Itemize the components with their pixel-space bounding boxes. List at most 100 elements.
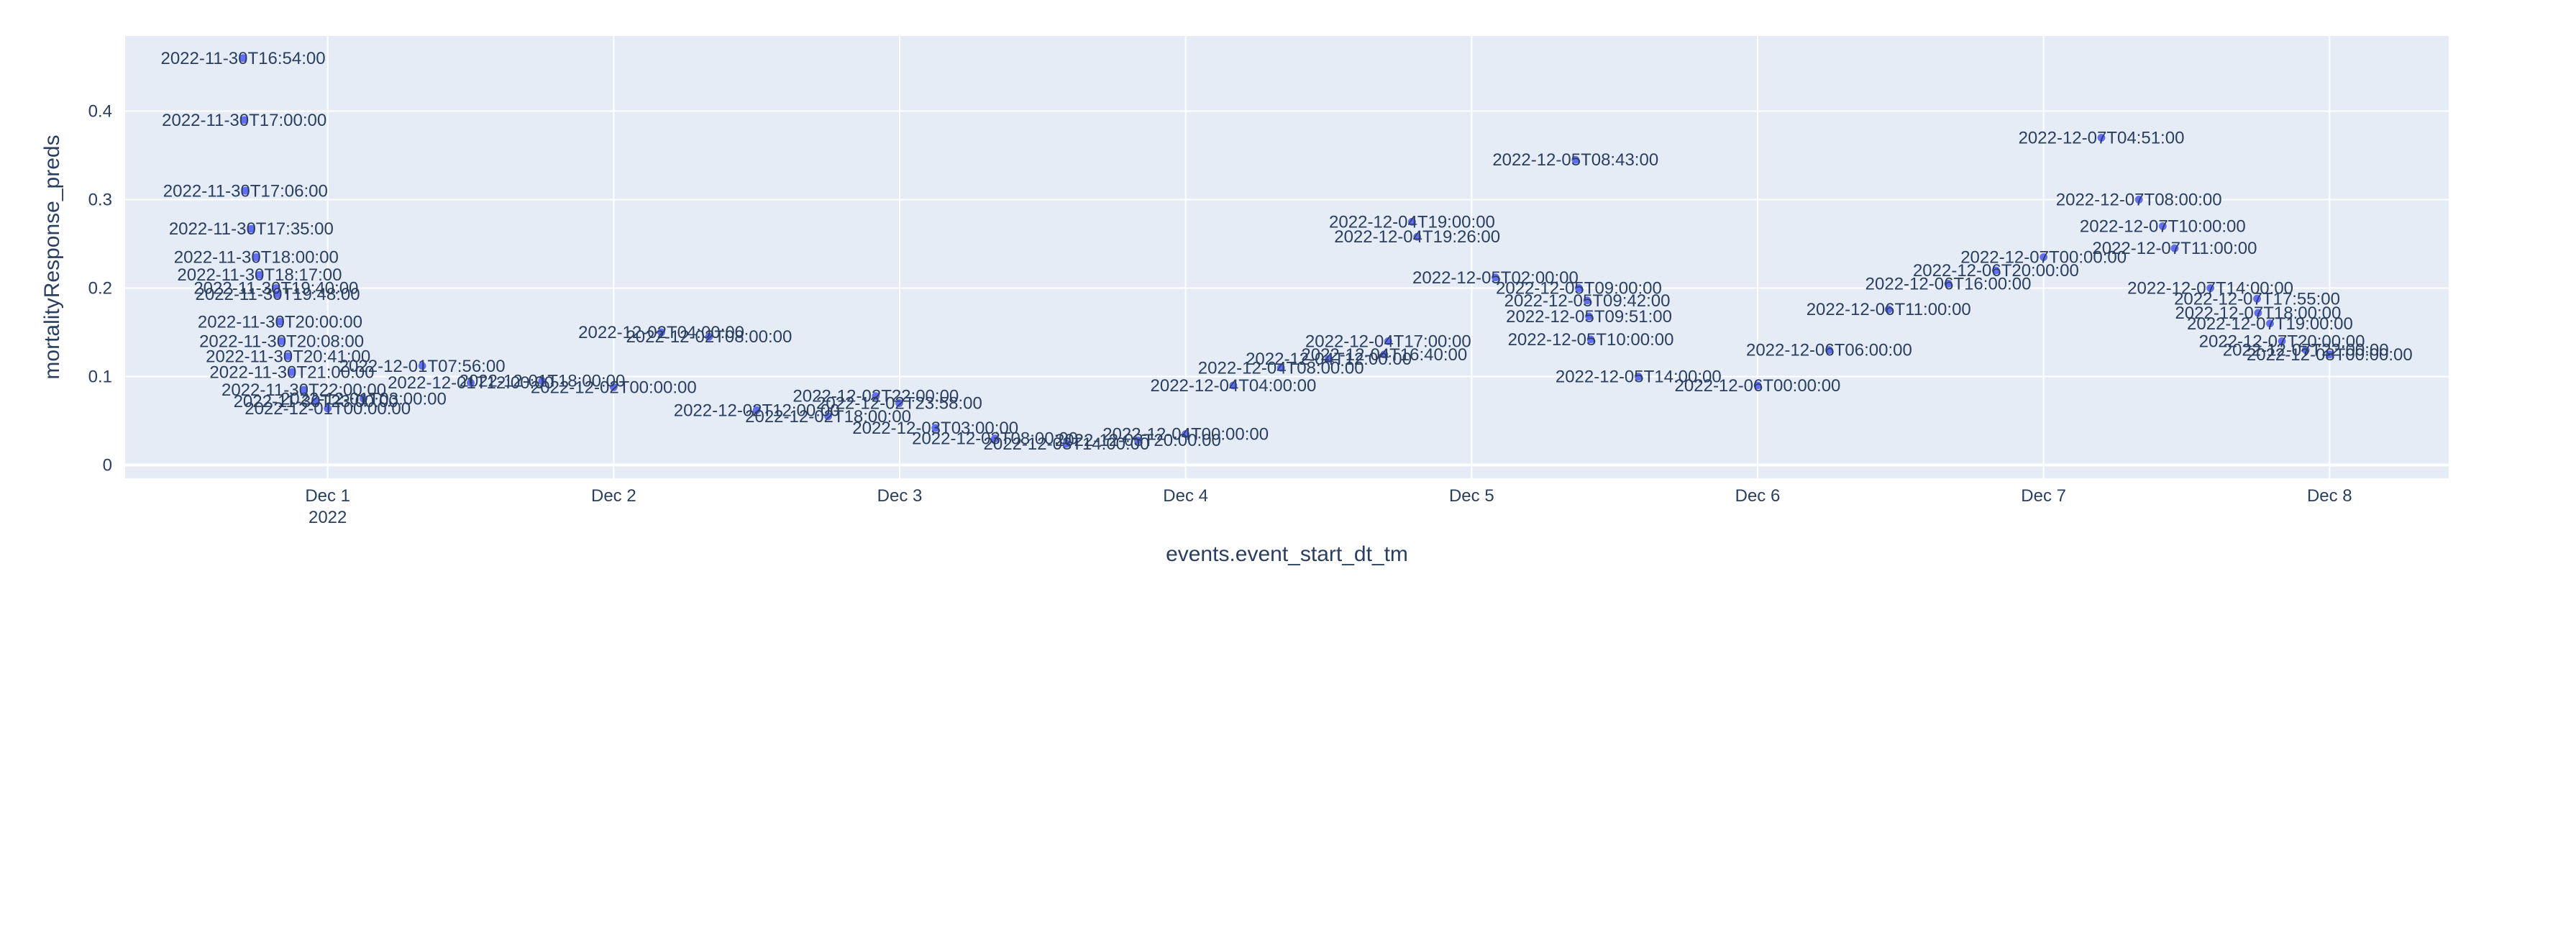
- data-point[interactable]: [2157, 221, 2168, 231]
- data-point[interactable]: [2253, 308, 2263, 318]
- data-point[interactable]: [239, 115, 250, 125]
- data-point-label: 2022-12-05T09:42:00: [1504, 291, 1671, 311]
- data-point-label: 2022-12-04T17:00:00: [1305, 332, 1471, 351]
- data-point-label: 2022-12-05T10:00:00: [1508, 330, 1674, 350]
- data-point-label: 2022-12-03T14:00:00: [984, 434, 1150, 454]
- data-point[interactable]: [1133, 435, 1143, 445]
- y-tick-label: 0.2: [88, 279, 112, 298]
- data-point[interactable]: [466, 378, 476, 388]
- data-point-label: 2022-12-06T20:00:00: [1913, 261, 2079, 281]
- data-point[interactable]: [358, 393, 368, 404]
- x-tick-label: Dec 8: [2307, 486, 2352, 506]
- data-point[interactable]: [752, 405, 762, 415]
- data-point-label: 2022-12-07T11:00:00: [2092, 239, 2257, 258]
- data-point-label: 2022-11-30T17:35:00: [169, 219, 334, 239]
- data-point[interactable]: [2206, 283, 2216, 293]
- data-point-label: 2022-12-04T16:40:00: [1301, 345, 1467, 365]
- data-point[interactable]: [1276, 363, 1286, 373]
- data-point[interactable]: [2277, 336, 2287, 346]
- data-point[interactable]: [1586, 334, 1596, 345]
- data-point[interactable]: [1379, 350, 1389, 360]
- data-point[interactable]: [871, 391, 881, 401]
- data-point-label: 2022-11-30T22:00:00: [221, 380, 386, 400]
- data-point-label: 2022-12-05T09:51:00: [1506, 307, 1672, 327]
- data-point-label: 2022-11-30T23:00:00: [234, 392, 398, 411]
- data-point[interactable]: [246, 224, 256, 234]
- data-point[interactable]: [608, 382, 618, 392]
- data-point[interactable]: [238, 53, 248, 63]
- y-axis-title: mortalityResponse_preds: [40, 135, 64, 379]
- data-point-label: 2022-12-02T12:00:00: [674, 401, 840, 420]
- data-point[interactable]: [537, 376, 547, 386]
- data-point[interactable]: [1490, 273, 1500, 283]
- data-point[interactable]: [657, 327, 667, 337]
- data-point[interactable]: [1824, 345, 1834, 355]
- data-point[interactable]: [1407, 217, 1417, 227]
- data-point[interactable]: [2324, 350, 2334, 360]
- data-point[interactable]: [299, 385, 309, 395]
- data-point-label: 2022-12-03T08:00:00: [912, 429, 1078, 449]
- data-point[interactable]: [417, 361, 427, 371]
- data-point[interactable]: [240, 186, 250, 196]
- data-point-label: 2022-12-07T22:00:00: [2223, 341, 2389, 360]
- data-point[interactable]: [1991, 265, 2001, 275]
- data-point-label: 2022-12-04T19:26:00: [1334, 227, 1500, 247]
- data-point-label: 2022-12-07T08:00:00: [2056, 191, 2222, 210]
- data-point[interactable]: [1412, 232, 1422, 242]
- x-tick-label: Dec 1: [305, 486, 350, 506]
- data-point[interactable]: [2301, 345, 2311, 355]
- data-point-label: 2022-12-04T08:00:00: [1198, 358, 1364, 378]
- data-point-label: 2022-12-02T23:58:00: [816, 393, 982, 413]
- data-point[interactable]: [275, 316, 285, 327]
- data-point[interactable]: [1584, 311, 1594, 322]
- data-point[interactable]: [990, 434, 1000, 444]
- data-point-label: 2022-12-04T00:00:00: [1102, 425, 1269, 445]
- data-point[interactable]: [894, 398, 904, 408]
- data-point[interactable]: [1181, 429, 1191, 439]
- data-point[interactable]: [1943, 278, 1953, 288]
- data-point[interactable]: [2134, 195, 2144, 205]
- x-tick-sublabel: 2022: [309, 508, 347, 527]
- y-tick-label: 0.1: [88, 368, 112, 387]
- data-point[interactable]: [255, 270, 265, 280]
- data-point[interactable]: [2039, 252, 2049, 262]
- data-point[interactable]: [1582, 296, 1592, 306]
- data-point[interactable]: [931, 423, 941, 433]
- data-point[interactable]: [2170, 243, 2180, 253]
- data-point-label: 2022-12-07T20:00:00: [2199, 332, 2365, 351]
- data-point[interactable]: [704, 332, 714, 342]
- data-point-label: 2022-12-07T19:00:00: [2187, 314, 2353, 334]
- x-tick-label: Dec 6: [1735, 486, 1781, 506]
- data-point[interactable]: [1061, 439, 1072, 449]
- data-point[interactable]: [1323, 354, 1333, 364]
- data-point[interactable]: [1383, 336, 1393, 346]
- data-point[interactable]: [1753, 380, 1763, 391]
- data-point-label: 2022-11-30T19:48:00: [196, 285, 360, 304]
- data-point[interactable]: [273, 289, 283, 299]
- data-point-label: 2022-12-07T10:00:00: [2080, 217, 2246, 236]
- data-point[interactable]: [1228, 380, 1238, 391]
- data-point[interactable]: [311, 396, 321, 406]
- data-point-label: 2022-12-04T19:00:00: [1329, 212, 1495, 232]
- data-point[interactable]: [2265, 319, 2275, 329]
- data-point[interactable]: [1883, 304, 1894, 314]
- x-tick-label: Dec 2: [591, 486, 636, 506]
- data-point[interactable]: [823, 411, 833, 421]
- data-point-label: 2022-12-08T00:00:00: [2247, 345, 2413, 365]
- data-point[interactable]: [2096, 132, 2106, 142]
- data-point[interactable]: [1571, 155, 1581, 165]
- data-point[interactable]: [283, 351, 293, 361]
- data-point[interactable]: [277, 336, 287, 346]
- data-point[interactable]: [287, 367, 297, 377]
- data-point[interactable]: [1574, 283, 1584, 293]
- data-point-label: 2022-12-03T03:00:00: [852, 419, 1018, 438]
- data-point[interactable]: [251, 252, 261, 262]
- data-point-label: 2022-12-05T09:00:00: [1496, 279, 1662, 298]
- data-point[interactable]: [1633, 372, 1643, 382]
- plot-area: [125, 36, 2449, 478]
- x-tick-label: Dec 5: [1449, 486, 1494, 506]
- data-point[interactable]: [2252, 293, 2262, 304]
- data-point[interactable]: [323, 404, 333, 414]
